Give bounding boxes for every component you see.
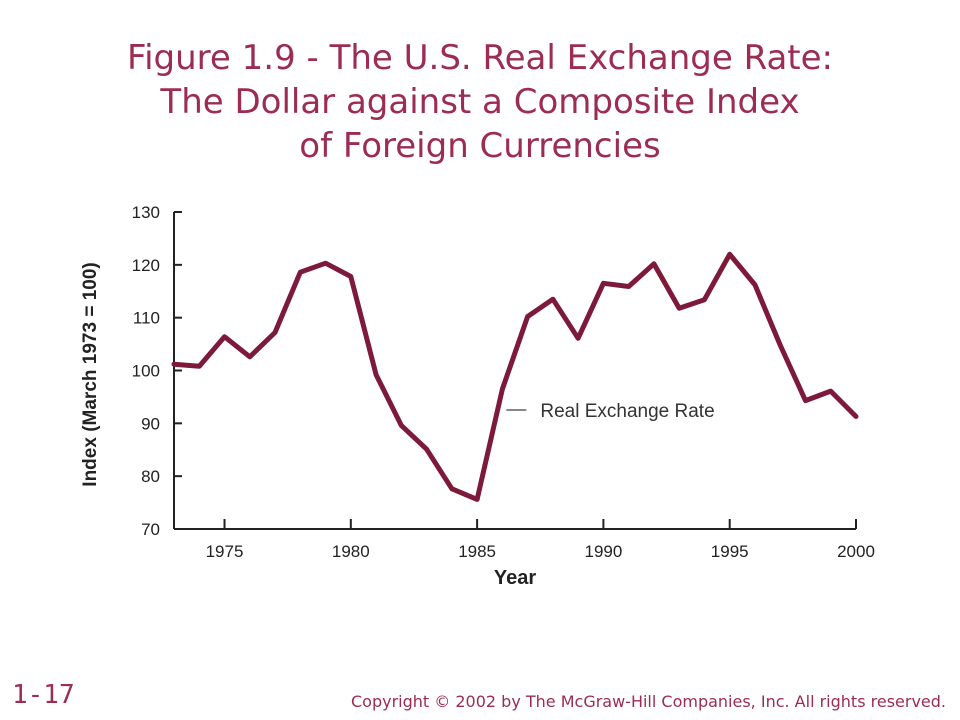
x-tick-label: 2000 <box>837 542 875 561</box>
copyright-notice: Copyright © 2002 by The McGraw-Hill Comp… <box>351 692 946 711</box>
x-tick-label: 1975 <box>206 542 244 561</box>
title-line-3: of Foreign Currencies <box>299 126 661 166</box>
series-annotation-label: Real Exchange Rate <box>540 401 714 422</box>
x-tick-label: 1985 <box>458 542 496 561</box>
slide-title: Figure 1.9 - The U.S. Real Exchange Rate… <box>0 36 960 168</box>
x-tick-label: 1995 <box>711 542 749 561</box>
y-tick-label: 70 <box>141 520 160 539</box>
y-tick-label: 130 <box>132 203 160 222</box>
y-tick-label: 120 <box>132 256 160 275</box>
y-tick-label: 90 <box>141 414 160 433</box>
x-axis-label: Year <box>494 567 536 589</box>
y-tick-label: 80 <box>141 467 160 486</box>
x-tick-label: 1980 <box>332 542 370 561</box>
y-axis-label: Index (March 1973 = 100) <box>80 262 101 486</box>
slide-number: 1-17 <box>12 680 75 710</box>
y-tick-label: 100 <box>132 362 160 381</box>
x-tick-label: 1990 <box>584 542 622 561</box>
title-line-1: Figure 1.9 - The U.S. Real Exchange Rate… <box>127 38 833 78</box>
y-tick-label: 110 <box>133 309 160 328</box>
title-line-2: The Dollar against a Composite Index <box>160 82 800 122</box>
real-exchange-rate-line <box>171 251 859 502</box>
